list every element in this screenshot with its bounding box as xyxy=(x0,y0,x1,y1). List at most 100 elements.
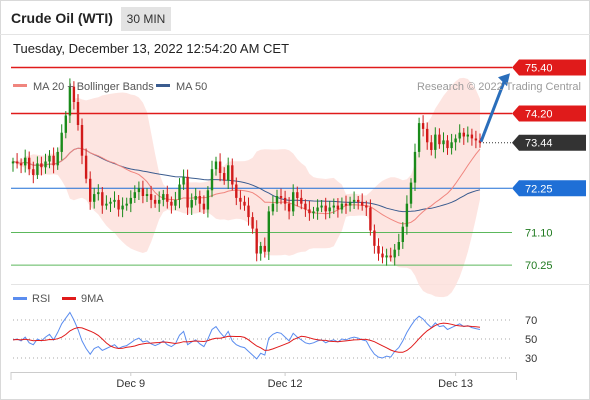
candle-body xyxy=(434,134,437,150)
level-label: 71.10 xyxy=(525,228,553,240)
x-axis: Dec 9 Dec 12 Dec 13 xyxy=(10,372,517,390)
candle-body xyxy=(474,138,478,141)
candle-body xyxy=(454,138,457,143)
candle-body xyxy=(97,192,100,195)
candle-body xyxy=(442,140,445,145)
candle-body xyxy=(405,203,409,227)
candle-body xyxy=(202,203,206,210)
candle-body xyxy=(129,197,132,204)
candle-body xyxy=(450,142,453,149)
candle-body xyxy=(133,192,136,198)
candle-body xyxy=(48,155,51,162)
candle-body xyxy=(235,184,238,198)
timeframe-badge[interactable]: 30 MIN xyxy=(121,7,171,31)
candle-body xyxy=(316,207,319,212)
x-tick-label: Dec 12 xyxy=(268,378,303,390)
candle-body xyxy=(198,196,201,204)
candle-body xyxy=(332,205,335,208)
candle-body xyxy=(166,194,169,202)
candle-body xyxy=(381,253,384,258)
candle-body xyxy=(438,134,441,145)
candle-body xyxy=(80,125,84,156)
candle-body xyxy=(239,197,242,202)
level-badge-label: 75.40 xyxy=(525,63,553,75)
candle-body xyxy=(417,123,421,152)
candle-body xyxy=(44,161,47,168)
level-badge-label: 74.20 xyxy=(525,109,553,121)
level-badge-last xyxy=(512,134,586,151)
candle-body xyxy=(32,169,35,175)
candle-body xyxy=(76,102,80,125)
candle-body xyxy=(385,255,388,258)
level-badge-resistance xyxy=(512,105,586,122)
candle-body xyxy=(210,169,214,191)
level-badge-label: 72.25 xyxy=(525,183,553,195)
candle-body xyxy=(64,115,67,133)
projection-arrow xyxy=(479,78,507,143)
candle-body xyxy=(361,201,364,206)
candle-body xyxy=(109,201,112,204)
chart-header: Crude Oil (WTI) 30 MIN xyxy=(0,0,590,34)
candle-body xyxy=(105,203,108,206)
candle-body xyxy=(377,245,380,254)
candle-body xyxy=(68,86,72,116)
candle-body xyxy=(101,192,104,206)
level-badges-layer: 75.40 74.20 73.44 72.25 71.10 70.25 xyxy=(479,59,586,272)
candle-body xyxy=(312,211,315,214)
candle-body xyxy=(56,151,59,166)
candle-body xyxy=(300,197,303,204)
candle-body xyxy=(60,132,63,152)
candle-body xyxy=(413,151,417,183)
timestamp: Tuesday, December 13, 2022 12:54:20 AM C… xyxy=(13,41,290,56)
candle-body xyxy=(231,165,234,185)
watermark: Research © 2022 Trading Central xyxy=(417,81,581,93)
candle-body xyxy=(389,255,392,258)
x-tick-label: Dec 9 xyxy=(116,378,145,390)
candle-body xyxy=(324,205,327,212)
candle-body xyxy=(279,196,283,198)
rsi-panel: RSI 9MA 70 50 30 xyxy=(12,293,537,365)
candle-body xyxy=(373,230,376,246)
candle-body xyxy=(190,199,193,208)
rsi-tick-label: 30 xyxy=(525,353,537,365)
legend-swatch xyxy=(156,84,170,87)
candles-layer xyxy=(11,78,482,266)
candle-body xyxy=(255,228,258,254)
rsi-tick-label: 50 xyxy=(525,334,537,346)
candle-body xyxy=(72,86,76,102)
candle-body xyxy=(89,178,92,202)
candle-body xyxy=(40,163,43,168)
candle-body xyxy=(357,199,360,202)
candle-body xyxy=(259,245,262,254)
candle-body xyxy=(348,201,352,206)
candle-body xyxy=(149,194,153,200)
candle-body xyxy=(36,163,39,175)
candle-body xyxy=(393,249,396,258)
level-badge-label: 73.44 xyxy=(525,138,553,150)
x-tick-label: Dec 13 xyxy=(438,378,473,390)
candle-body xyxy=(125,203,128,206)
candle-body xyxy=(11,161,15,164)
candle-body xyxy=(223,173,226,181)
candle-body xyxy=(137,188,141,193)
candle-body xyxy=(320,205,323,208)
level-label: 70.25 xyxy=(525,260,553,272)
candle-body xyxy=(421,123,425,129)
candle-body xyxy=(186,176,189,208)
candle-body xyxy=(178,184,181,200)
candle-body xyxy=(287,203,291,212)
rsi-ma-legend-swatch xyxy=(62,297,76,300)
candle-body xyxy=(158,199,161,204)
level-badge-pivot xyxy=(512,180,586,197)
candle-body xyxy=(194,196,197,200)
candle-body xyxy=(28,157,31,170)
candle-body xyxy=(162,194,165,200)
candle-body xyxy=(397,242,400,250)
legend-swatch xyxy=(13,84,27,87)
moving-averages-layer xyxy=(12,147,481,225)
rsi-line xyxy=(12,311,481,360)
candle-body xyxy=(409,182,413,204)
candle-body xyxy=(267,211,270,252)
candle-body xyxy=(214,161,218,170)
projection-arrowhead xyxy=(498,73,510,87)
